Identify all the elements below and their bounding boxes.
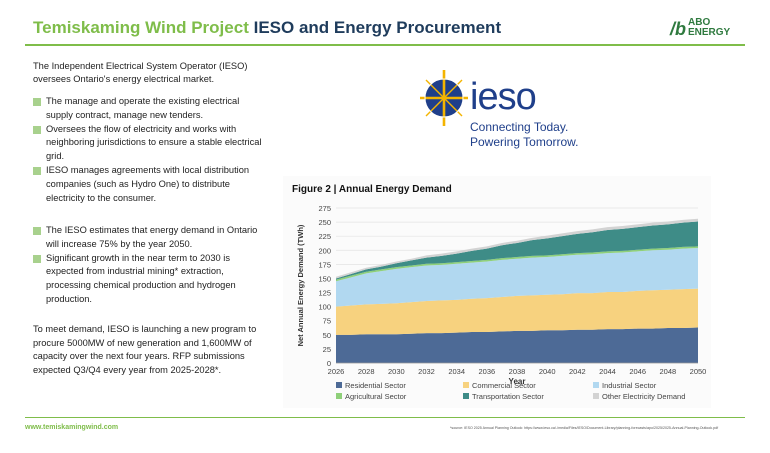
abo-energy-logo: /b ABO ENERGY bbox=[670, 18, 740, 42]
bullet-list-1: The manage and operate the existing elec… bbox=[33, 95, 263, 205]
bullet-square-icon bbox=[33, 227, 41, 235]
legend-label: Other Electricity Demand bbox=[602, 392, 685, 401]
energy-demand-chart: 0 25 50 75 100 125 150 175 200 225 250 275 2026 2028 2… bbox=[296, 204, 707, 401]
chart-title: Figure 2 | Annual Energy Demand bbox=[292, 184, 452, 195]
legend-label: Industrial Sector bbox=[602, 381, 657, 390]
bullet-item: IESO manages agreements with local distr… bbox=[33, 164, 263, 205]
bullet-item: The IESO estimates that energy demand in… bbox=[33, 224, 263, 252]
bullet-text: IESO manages agreements with local distr… bbox=[46, 164, 250, 203]
legend-swatch bbox=[593, 393, 599, 399]
legend-swatch bbox=[336, 393, 342, 399]
y-tick-label: 50 bbox=[323, 331, 331, 340]
bullet-item: Oversees the flow of electricity and wor… bbox=[33, 123, 263, 164]
bullet-square-icon bbox=[33, 254, 41, 263]
x-tick-label: 2050 bbox=[690, 367, 707, 376]
bullet-text: The IESO estimates that energy demand in… bbox=[46, 225, 258, 249]
y-tick-label: 25 bbox=[323, 345, 331, 354]
x-tick-label: 2030 bbox=[388, 367, 405, 376]
legend-swatch bbox=[336, 382, 342, 388]
area-series-agricultural-sector bbox=[336, 246, 698, 282]
y-tick-label: 75 bbox=[323, 317, 331, 326]
area-series-industrial-sector bbox=[336, 248, 698, 307]
bullet-item: The manage and operate the existing elec… bbox=[33, 95, 263, 123]
footer-divider bbox=[25, 417, 745, 418]
y-tick-label: 250 bbox=[318, 218, 331, 227]
legend-swatch bbox=[463, 393, 469, 399]
closing-paragraph: To meet demand, IESO is launching a new … bbox=[33, 324, 257, 375]
x-tick-label: 2026 bbox=[328, 367, 345, 376]
y-tick-label: 125 bbox=[318, 289, 331, 298]
bullet-list-2: The IESO estimates that energy demand in… bbox=[33, 224, 263, 307]
title-project: Temiskaming Wind Project bbox=[33, 18, 249, 37]
bullet-text: Oversees the flow of electricity and wor… bbox=[46, 123, 262, 162]
x-tick-label: 2028 bbox=[358, 367, 375, 376]
y-tick-label: 100 bbox=[318, 303, 331, 312]
header-divider bbox=[25, 44, 745, 46]
legend-label: Agricultural Sector bbox=[345, 392, 407, 401]
logo-text: ABO ENERGY bbox=[688, 18, 730, 38]
ieso-star-icon bbox=[420, 70, 468, 126]
x-tick-label: 2046 bbox=[629, 367, 646, 376]
x-tick-label: 2042 bbox=[569, 367, 586, 376]
logo-line1: ABO bbox=[688, 17, 711, 28]
bullet-item: Significant growth in the near term to 2… bbox=[33, 252, 263, 307]
ieso-logo: ieso Connecting Today. Powering Tomorrow… bbox=[418, 62, 618, 152]
source-note: *source: IESO 2025 Annual Planning Outlo… bbox=[450, 426, 719, 430]
bullet-square-icon bbox=[33, 125, 41, 134]
x-tick-label: 2034 bbox=[448, 367, 465, 376]
title-topic: IESO and Energy Procurement bbox=[253, 18, 502, 37]
bullet-text: The manage and operate the existing elec… bbox=[46, 96, 240, 120]
x-tick-label: 2032 bbox=[418, 367, 435, 376]
intro-text: The Independent Electrical System Operat… bbox=[33, 61, 248, 84]
y-tick-label: 150 bbox=[318, 274, 331, 283]
y-tick-label: 200 bbox=[318, 246, 331, 255]
logo-line2: ENERGY bbox=[688, 27, 731, 38]
legend-swatch bbox=[593, 382, 599, 388]
area-series-residential-sector bbox=[336, 327, 698, 363]
legend-label: Residential Sector bbox=[345, 381, 406, 390]
x-tick-label: 2038 bbox=[509, 367, 526, 376]
x-tick-label: 2040 bbox=[539, 367, 556, 376]
area-series-commercial-sector bbox=[336, 288, 698, 335]
area-series-transportation-sector bbox=[336, 221, 698, 280]
area-series-other-electricity-demand bbox=[336, 218, 698, 279]
legend-label: Commercial Sector bbox=[472, 381, 536, 390]
bullet-square-icon bbox=[33, 98, 41, 106]
legend-swatch bbox=[463, 382, 469, 388]
y-tick-label: 0 bbox=[327, 359, 331, 368]
y-axis-label: Net Annual Energy Demand (TWh) bbox=[296, 224, 305, 346]
bullet-square-icon bbox=[33, 166, 41, 175]
website-link[interactable]: www.temiskamingwind.com bbox=[25, 424, 119, 431]
x-axis-label: Year bbox=[509, 377, 526, 386]
ieso-tagline-2: Powering Tomorrow. bbox=[470, 135, 579, 149]
y-tick-label: 225 bbox=[318, 232, 331, 241]
y-tick-label: 175 bbox=[318, 260, 331, 269]
legend-label: Transportation Sector bbox=[472, 392, 544, 401]
x-tick-label: 2048 bbox=[659, 367, 676, 376]
ieso-wordmark: ieso bbox=[470, 76, 537, 118]
y-tick-label: 275 bbox=[318, 204, 331, 213]
ieso-tagline-1: Connecting Today. bbox=[470, 120, 569, 134]
page-title: Temiskaming Wind Project IESO and Energy… bbox=[33, 18, 501, 38]
x-tick-label: 2036 bbox=[478, 367, 495, 376]
abo-logo-icon: /b bbox=[670, 19, 686, 39]
bullet-text: Significant growth in the near term to 2… bbox=[46, 252, 236, 304]
x-tick-label: 2044 bbox=[599, 367, 616, 376]
